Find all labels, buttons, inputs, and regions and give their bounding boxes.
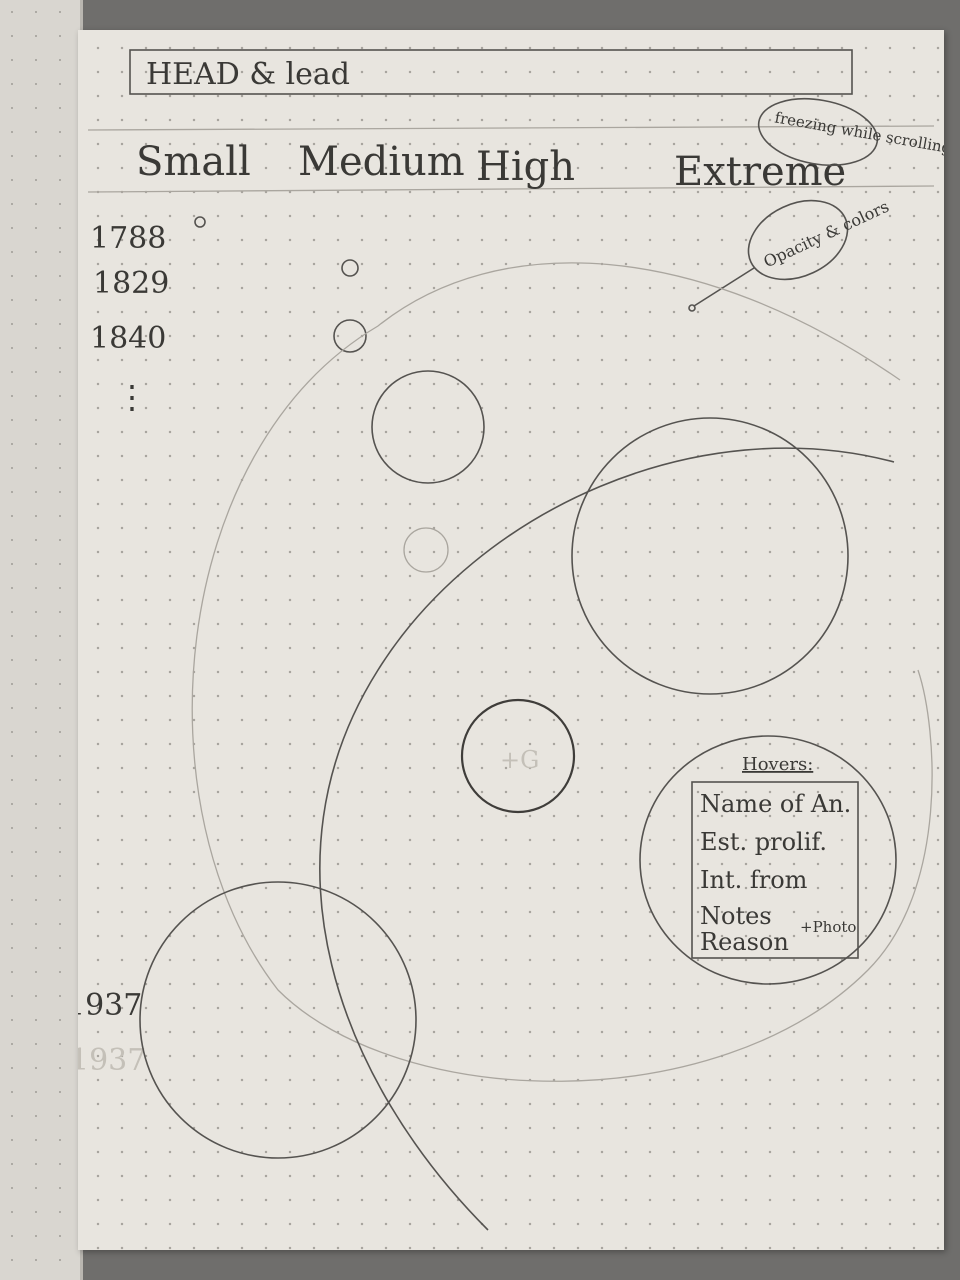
year-1788: 1788 [90, 221, 166, 256]
year-1840: 1840 [90, 321, 166, 356]
divider-top [87, 125, 935, 131]
circle-large [571, 417, 849, 695]
left-notebook-page [0, 0, 83, 1280]
scale-high: High [476, 144, 575, 190]
divider-bottom [87, 185, 935, 193]
hover-line-int: Int. from [700, 866, 808, 894]
timeline-years: 1788 1829 1840 ⋮ 1937 1937 [78, 221, 169, 1078]
hover-extra-photo: +Photo [800, 918, 856, 936]
year-1937: 1937 [78, 988, 142, 1023]
opacity-note: Opacity & colors [688, 197, 892, 312]
outer-arc [191, 262, 933, 1082]
hover-line-name: Name of An. [700, 790, 851, 818]
scale-small: Small [136, 139, 251, 185]
scale-medium: Medium [298, 139, 465, 185]
sketch-page: HEAD & lead Small Medium High Extreme fr… [78, 30, 944, 1250]
scale-extreme: Extreme [674, 149, 846, 195]
circle-1840 [333, 319, 367, 353]
timeline-ellipsis: ⋮ [116, 378, 148, 416]
erased-circle [403, 527, 449, 573]
hover-line-reason: Reason [700, 928, 789, 956]
hover-card: Hovers: Name of An. Est. prolif. Int. fr… [639, 735, 897, 985]
hover-card-title: Hovers: [742, 754, 813, 775]
circle-1829 [341, 259, 359, 277]
year-1937-faint: 1937 [78, 1043, 146, 1078]
hover-line-notes: Notes [700, 902, 772, 930]
wireframe-sketch: HEAD & lead Small Medium High Extreme fr… [78, 49, 944, 1231]
circle-highlighted [460, 698, 576, 814]
bubble-label: +G [500, 746, 539, 774]
year-1829: 1829 [93, 266, 169, 301]
header-label: HEAD & lead [146, 57, 350, 92]
inner-arc [319, 447, 895, 1231]
circle-medium [371, 370, 485, 484]
scale-levels: Small Medium High Extreme [136, 139, 846, 195]
hover-line-est: Est. prolif. [700, 828, 827, 856]
circle-1937 [139, 881, 417, 1159]
circle-1788 [194, 216, 206, 228]
header-box: HEAD & lead [129, 49, 853, 95]
